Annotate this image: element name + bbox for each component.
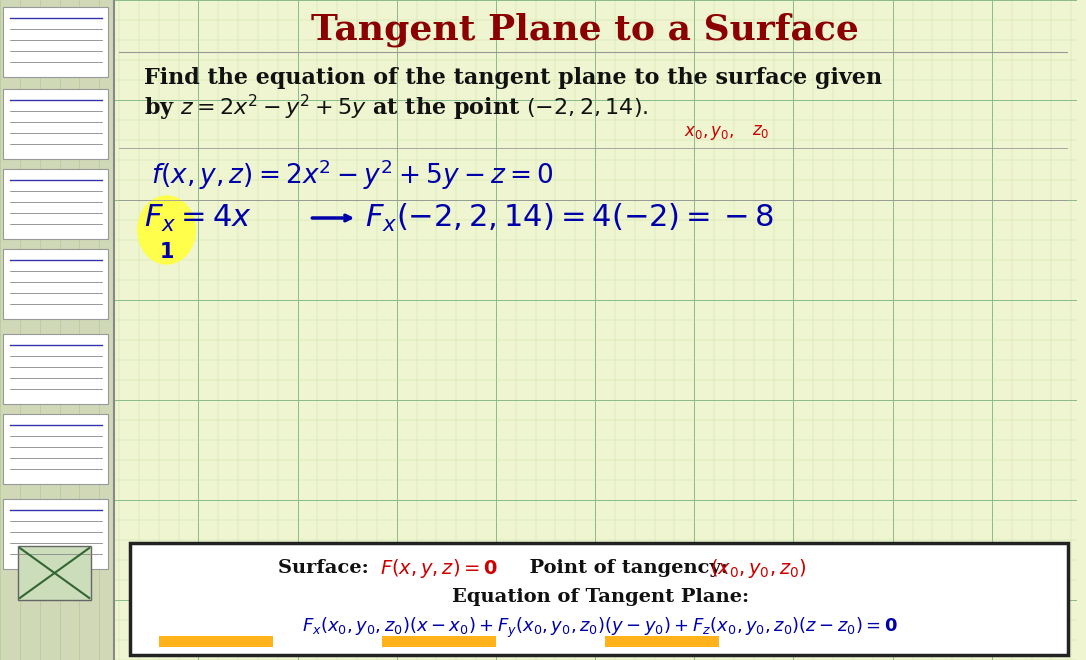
Bar [382,636,496,647]
Text: Point of tangency:: Point of tangency: [516,559,734,577]
Text: by $z = 2x^2 - y^2 + 5y$ at the point $(-2, 2, 14).$: by $z = 2x^2 - y^2 + 5y$ at the point $(… [143,93,648,123]
Ellipse shape [138,196,195,264]
Text: Equation of Tangent Plane:: Equation of Tangent Plane: [452,588,748,606]
Text: Tangent Plane to a Surface: Tangent Plane to a Surface [312,13,859,48]
FancyBboxPatch shape [3,89,109,159]
FancyBboxPatch shape [3,7,109,77]
Text: Surface:: Surface: [278,559,376,577]
Bar [605,636,719,647]
FancyBboxPatch shape [3,414,109,484]
FancyBboxPatch shape [3,249,109,319]
Text: 1: 1 [160,242,174,262]
Text: $F_x(-2, 2, 14) = 4(-2) = -8$: $F_x(-2, 2, 14) = 4(-2) = -8$ [365,202,774,234]
Text: Find the equation of the tangent plane to the surface given: Find the equation of the tangent plane t… [143,67,882,89]
FancyBboxPatch shape [3,169,109,239]
Text: $(x_0, y_0, z_0)$: $(x_0, y_0, z_0)$ [710,556,807,579]
Text: $F(x, y, z) = \mathbf{0}$: $F(x, y, z) = \mathbf{0}$ [380,556,498,579]
Text: $f(x,y,z) = 2x^2 - y^2 + 5y - z = 0$: $f(x,y,z) = 2x^2 - y^2 + 5y - z = 0$ [151,158,553,192]
FancyBboxPatch shape [17,546,91,600]
Text: $F_x = 4x$: $F_x = 4x$ [143,203,252,234]
Text: $F_x(x_0,y_0,z_0)(x-x_0) + F_y(x_0,y_0,z_0)(y-y_0) + F_z(x_0,y_0,z_0)(z-z_0) = \: $F_x(x_0,y_0,z_0)(x-x_0) + F_y(x_0,y_0,z… [302,616,898,640]
Bar [159,636,273,647]
Text: $x_0, y_0,$: $x_0, y_0,$ [684,124,734,142]
FancyBboxPatch shape [130,543,1069,655]
Bar [0,0,114,660]
Text: $z_0$: $z_0$ [752,122,769,140]
FancyBboxPatch shape [3,499,109,569]
FancyBboxPatch shape [3,334,109,404]
